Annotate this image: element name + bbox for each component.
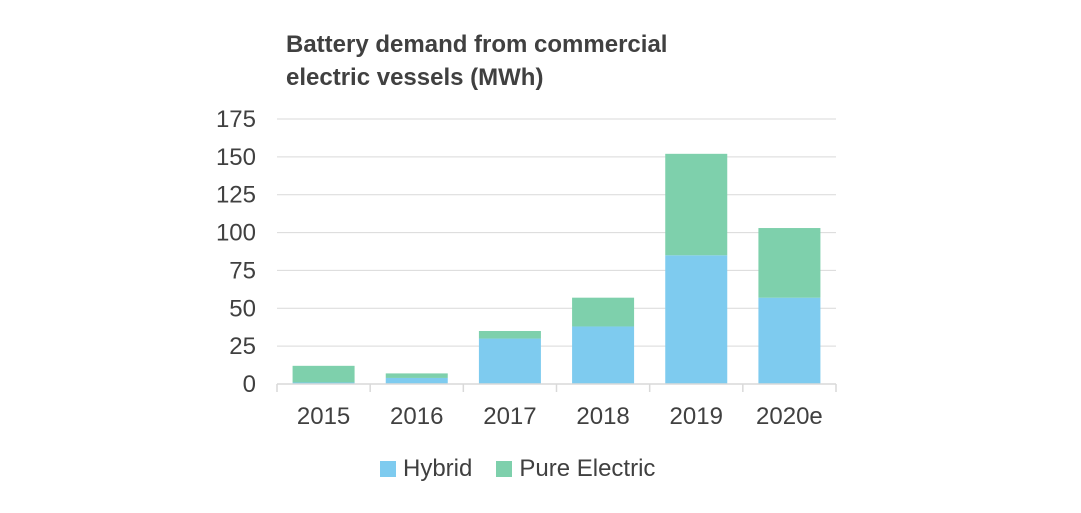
bar-pure-electric-2018 — [572, 297, 635, 327]
bar-pure-electric-2015 — [292, 365, 355, 383]
bar-pure-electric-2019 — [665, 153, 728, 256]
y-tick-label-0: 0 — [243, 371, 256, 398]
chart-title-line-2: electric vessels (MWh) — [286, 64, 544, 91]
bar-hybrid-2019 — [665, 255, 728, 384]
bar-hybrid-2020e — [758, 297, 821, 384]
bar-pure-electric-2016 — [385, 373, 448, 378]
x-tick-label-2020e: 2020e — [756, 403, 823, 430]
bar-hybrid-2018 — [572, 326, 635, 384]
x-tick-label-2018: 2018 — [576, 403, 629, 430]
chart-title-line-1: Battery demand from commercial — [286, 31, 668, 58]
y-tick-label-125: 125 — [216, 182, 256, 209]
legend-swatch-pure-electric — [496, 461, 513, 477]
y-tick-label-75: 75 — [229, 257, 256, 284]
bar-hybrid-2017 — [478, 338, 541, 384]
bar-pure-electric-2017 — [478, 331, 541, 339]
bar-hybrid-2015 — [292, 382, 355, 384]
legend-swatch-hybrid — [380, 461, 396, 477]
bar-hybrid-2016 — [385, 377, 448, 384]
y-tick-label-25: 25 — [229, 333, 256, 360]
legend-item-pure-electric: Pure Electric — [496, 455, 655, 483]
y-tick-label-150: 150 — [216, 144, 256, 171]
x-tick-label-2015: 2015 — [297, 403, 350, 430]
bar-pure-electric-2020e — [758, 228, 821, 298]
legend: Hybrid Pure Electric — [380, 455, 679, 483]
legend-item-hybrid: Hybrid — [380, 455, 472, 483]
y-tick-label-100: 100 — [216, 220, 256, 247]
y-tick-label-50: 50 — [229, 295, 256, 322]
x-tick-label-2019: 2019 — [670, 403, 723, 430]
y-tick-label-175: 175 — [216, 106, 256, 133]
x-tick-label-2017: 2017 — [483, 403, 536, 430]
legend-label-pure-electric: Pure Electric — [519, 455, 656, 482]
chart-title: Battery demand from commercial electric … — [286, 28, 667, 94]
legend-label-hybrid: Hybrid — [403, 455, 473, 482]
x-tick-label-2016: 2016 — [390, 403, 443, 430]
